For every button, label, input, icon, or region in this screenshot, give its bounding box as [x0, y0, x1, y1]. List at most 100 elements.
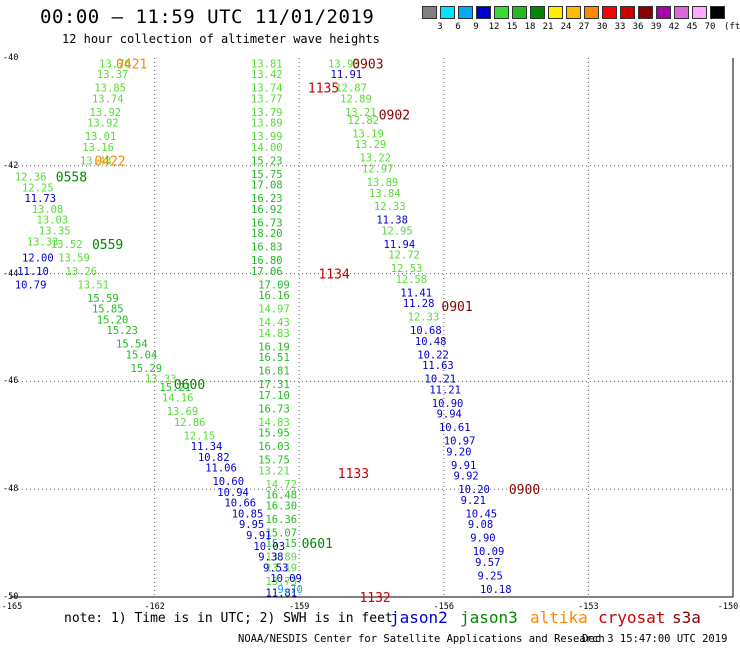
- wave-height-value: 15.04: [126, 349, 158, 361]
- wave-height-value: 9.21: [461, 495, 486, 507]
- satellite-label-cryosat: cryosat: [598, 608, 666, 627]
- wave-height-value: 15.23: [251, 155, 283, 167]
- wave-height-value: 9.08: [468, 519, 493, 531]
- wave-height-value: 11.06: [205, 463, 237, 475]
- wave-height-value: 13.93: [328, 58, 360, 70]
- wave-height-value: 13.79: [251, 107, 283, 119]
- legend-swatch: [548, 6, 563, 19]
- wave-height-value: 13.69: [167, 406, 199, 418]
- wave-height-value: 13.03: [37, 215, 69, 227]
- map-title: 00:00 – 11:59 UTC 11/01/2019: [40, 6, 375, 28]
- wave-height-value: 13.89: [367, 177, 399, 189]
- generation-date: Dec 3 15:47:00 UTC 2019: [582, 633, 728, 645]
- legend-tick-label: 15: [506, 22, 518, 32]
- wave-height-value: 17.08: [251, 180, 283, 192]
- wave-height-value: 12.15: [184, 430, 216, 442]
- wave-height-value: 10.21: [425, 374, 457, 386]
- wave-height-value: 15.54: [116, 339, 148, 351]
- wave-height-value: 14.97: [258, 304, 290, 316]
- legend-swatch: [422, 6, 437, 19]
- wave-height-value: 15.85: [92, 304, 124, 316]
- wave-height-value: 12.53: [391, 263, 423, 275]
- legend-swatch: [620, 6, 635, 19]
- legend-swatch: [638, 6, 653, 19]
- wave-height-value: 9.95: [239, 519, 264, 531]
- wave-height-value: 9.91: [246, 530, 271, 542]
- wave-height-value: 13.48: [80, 155, 112, 167]
- wave-height-value: 12.33: [374, 201, 406, 213]
- wave-height-value: 13.35: [39, 225, 71, 237]
- x-tick-label: -165: [1, 602, 23, 612]
- legend-tick-label: 24: [560, 22, 572, 32]
- satellite-label-jason3: jason3: [460, 608, 518, 627]
- wave-height-value: 11.91: [331, 69, 363, 81]
- wave-height-value: 10.85: [232, 508, 264, 520]
- satellite-label-jason2: jason2: [390, 608, 448, 627]
- legend-tick-label: 6: [455, 22, 461, 32]
- legend-tick-label: 45: [686, 22, 698, 32]
- pass-time-label: 0559: [92, 238, 123, 253]
- wave-height-value: 15.21: [159, 382, 191, 394]
- legend-swatch: [458, 6, 473, 19]
- pass-time-label: 1133: [338, 467, 369, 482]
- wave-height-value: 13.21: [345, 107, 377, 119]
- pass-time-label: 0901: [441, 300, 472, 315]
- legend-tick-label: 12: [488, 22, 500, 32]
- legend-tick-label: 33: [614, 22, 626, 32]
- wave-height-value: 13.76: [99, 58, 131, 70]
- wave-height-value: 14.83: [258, 417, 290, 429]
- wave-height-value: 16.03: [258, 441, 290, 453]
- units-note: note: 1) Time is in UTC; 2) SWH is in fe…: [64, 611, 393, 626]
- wave-height-value: 15.75: [258, 455, 290, 467]
- pass-time-label: 0900: [509, 483, 540, 498]
- wave-height-value: 18.20: [251, 228, 283, 240]
- wave-height-value: 13.33: [27, 236, 59, 248]
- legend-tick-label: 70: [704, 22, 716, 32]
- wave-height-value: 15.07: [265, 527, 297, 539]
- legend-tick-label: 18: [524, 22, 536, 32]
- wave-height-value: 9.91: [451, 460, 476, 472]
- wave-height-value: 13.77: [251, 93, 283, 105]
- wave-height-value: 13.33: [145, 374, 177, 386]
- legend-unit: (ft): [724, 22, 740, 32]
- wave-height-value: 16.81: [258, 366, 290, 378]
- wave-height-value: 13.08: [32, 204, 64, 216]
- y-tick-label: -42: [3, 160, 19, 171]
- wave-height-value: 17.06: [251, 266, 283, 278]
- wave-height-value: 10.60: [212, 476, 244, 488]
- wave-height-value: 10.94: [217, 487, 249, 499]
- legend-tick-label: 3: [437, 22, 443, 32]
- legend-swatch: [710, 6, 725, 19]
- wave-height-value: 16.30: [265, 500, 297, 512]
- footer-credit: NOAA/NESDIS Center for Satellite Applica…: [238, 633, 605, 645]
- wave-height-value: 12.97: [362, 163, 394, 175]
- wave-height-value: 12.86: [174, 417, 206, 429]
- wave-height-value: 15.20: [97, 314, 129, 326]
- legend-swatch: [476, 6, 491, 19]
- wave-height-value: 15.23: [106, 325, 138, 337]
- x-tick-label: -162: [144, 602, 165, 612]
- wave-height-value: 10.03: [253, 541, 285, 553]
- x-tick-label: -156: [433, 602, 455, 612]
- satellite-label-s3a: s3a: [672, 608, 701, 627]
- y-tick-label: -50: [3, 592, 19, 602]
- wave-height-value: 11.63: [422, 360, 454, 372]
- wave-height-value: 11.41: [400, 287, 432, 299]
- wave-height-value: 15.75: [251, 169, 283, 181]
- wave-height-value: 13.74: [251, 83, 283, 95]
- wave-height-value: 13.01: [85, 131, 117, 143]
- pass-time-label: 0902: [379, 109, 410, 124]
- legend-swatch: [584, 6, 599, 19]
- wave-height-value: 16.48: [265, 490, 297, 502]
- wave-height-value: 12.33: [408, 312, 440, 324]
- wave-height-value: 13.37: [97, 69, 129, 81]
- wave-height-value: 15.29: [131, 363, 163, 375]
- pass-time-label: 0422: [94, 154, 125, 169]
- wave-height-value: 13.89: [265, 552, 297, 564]
- wave-height-value: 9.92: [453, 471, 478, 483]
- plot-border: [10, 58, 734, 598]
- wave-height-value: 13.85: [94, 83, 126, 95]
- wave-height-value: 13.84: [369, 188, 401, 200]
- wave-height-value: 9.25: [478, 570, 503, 582]
- wave-height-value: 13.81: [251, 58, 283, 70]
